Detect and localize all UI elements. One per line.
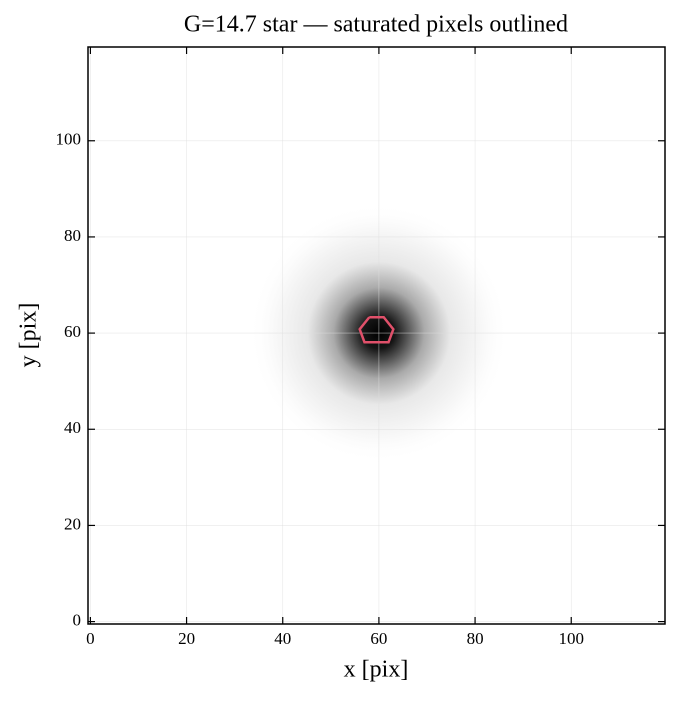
- saturation-contour: [358, 315, 395, 344]
- x-tick-label: 100: [558, 629, 584, 648]
- x-tick-label: 60: [370, 629, 387, 648]
- y-tick-label: 20: [64, 514, 81, 533]
- y-tick-label: 40: [64, 418, 81, 437]
- x-tick-label: 40: [274, 629, 291, 648]
- y-tick-label: 60: [64, 322, 81, 341]
- chart-title: G=14.7 star — saturated pixels outlined: [184, 12, 568, 38]
- x-tick-label: 80: [467, 629, 484, 648]
- y-tick-label: 80: [64, 226, 81, 245]
- x-tick-label: 0: [86, 629, 95, 648]
- x-tick-label: 20: [178, 629, 195, 648]
- y-tick-label: 0: [73, 611, 82, 630]
- y-axis-label: y [pix]: [16, 303, 42, 368]
- plot-frame: [87, 46, 666, 625]
- y-tick-label: 100: [56, 130, 82, 149]
- x-axis-label: x [pix]: [344, 657, 409, 683]
